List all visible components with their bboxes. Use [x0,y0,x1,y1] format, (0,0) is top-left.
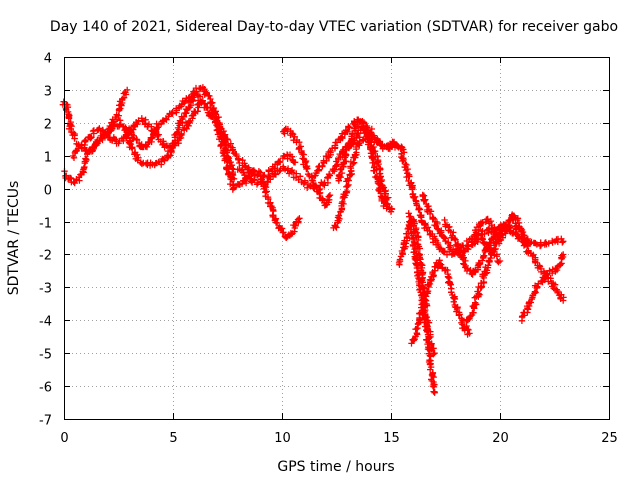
x-tick-label: 10 [274,431,291,446]
y-tick-label: -4 [39,315,52,330]
x-axis-label: GPS time / hours [277,459,394,475]
series-sat-track-3 [69,99,205,161]
chart-title: Day 140 of 2021, Sidereal Day-to-day VTE… [50,19,618,35]
data-points-sat-track-5 [208,107,303,241]
plot-frame [64,57,610,420]
series-sat-track-14 [408,257,473,347]
series-sat-track-7 [280,125,334,209]
data-points-sat-track-3 [69,99,205,161]
data-points-sat-track-19 [509,211,567,304]
x-tick-label: 0 [60,431,68,446]
y-axis-label: SDTVAR / TECUs [6,181,22,296]
data-points-sat-track-6 [234,136,356,194]
series-sat-track-6 [234,136,356,194]
series-sat-track-2 [59,86,131,155]
x-tick-label: 15 [383,431,400,446]
data-points-sat-track-14 [408,257,473,347]
y-tick-label: 3 [44,85,52,100]
y-tick-label: 0 [44,184,52,199]
y-tick-label: -1 [39,217,52,232]
y-tick-label: 1 [44,151,52,166]
y-tick-label: -6 [39,381,52,396]
series-sat-track-18 [469,212,530,247]
y-tick-label: 2 [44,118,52,133]
series-sat-track-20 [518,251,567,324]
y-tick-label: -7 [39,414,52,429]
series-sat-track-5 [208,107,303,241]
y-tick-label: -2 [39,249,52,264]
y-tick-label: -5 [39,348,52,363]
plot-area [59,84,567,396]
y-tick-label: 4 [44,52,52,67]
data-points-sat-track-10 [330,133,396,232]
x-tick-label: 25 [601,431,618,446]
series-sat-track-19 [509,211,567,304]
data-points-sat-track-7 [280,125,334,209]
series-sat-track-10 [330,133,396,232]
y-tick-label: -3 [39,282,52,297]
data-points-sat-track-18 [469,212,530,247]
data-points-sat-track-20 [518,251,567,324]
x-tick-label: 20 [492,431,509,446]
x-tick-label: 5 [169,431,177,446]
data-points-sat-track-2 [59,86,131,155]
